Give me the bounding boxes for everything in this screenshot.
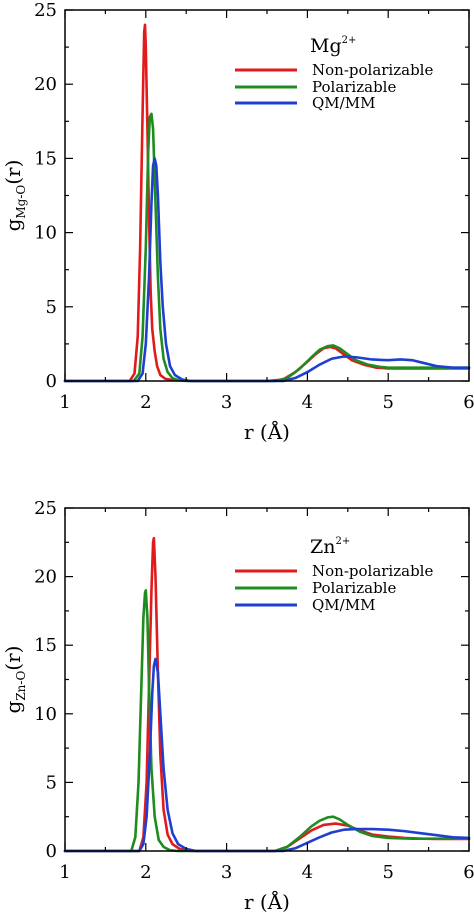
y-tick-label: 0 <box>46 841 57 862</box>
y-axis-title: gZn-O(r) <box>1 646 28 714</box>
legend-entry: Polarizable <box>312 78 396 96</box>
ion-label: Zn2+ <box>310 536 350 558</box>
y-tick-label: 5 <box>46 772 57 793</box>
y-tick-label: 0 <box>46 371 57 392</box>
ion-label-charge: 2+ <box>342 35 357 46</box>
series-line-non-polarizable <box>63 536 471 853</box>
y-tick-label: 20 <box>34 567 57 588</box>
ion-label-base: Mg <box>310 35 342 57</box>
x-tick-label: 1 <box>59 862 70 883</box>
y-axis-title-base: g <box>1 700 25 713</box>
x-tick-label: 4 <box>302 392 313 413</box>
chart-panel-2: 1 2 3 4 5 6 0 5 10 15 20 25 r (Å) gZn-O(r) Zn2+ Non-pol… <box>1 498 474 914</box>
y-axis-title-base: g <box>1 218 25 231</box>
x-tick-label: 5 <box>382 392 393 413</box>
series-line-polarizable <box>63 112 471 383</box>
y-tick-label: 20 <box>34 74 57 95</box>
series-line-qm-mm <box>63 657 471 853</box>
y-tick-label: 10 <box>34 223 57 244</box>
plot-frame <box>64 507 470 852</box>
x-tick-label: 6 <box>463 862 474 883</box>
y-tick-label: 15 <box>34 635 57 656</box>
y-tick-label: 10 <box>34 704 57 725</box>
legend-entry: Non-polarizable <box>312 61 433 79</box>
x-tick-label: 3 <box>221 862 232 883</box>
y-tick-label: 25 <box>34 498 57 519</box>
y-axis-title-subscript: Mg-O <box>14 185 28 219</box>
x-axis-title: r (Å) <box>244 889 290 914</box>
series-line-qm-mm <box>63 157 471 383</box>
y-axis-title-suffix: (r) <box>1 646 25 671</box>
legend-entry: Non-polarizable <box>312 562 433 580</box>
y-axis-title-suffix: (r) <box>1 160 25 185</box>
legend-entry: QM/MM <box>312 94 375 112</box>
x-tick-label: 2 <box>140 862 151 883</box>
ion-label: Mg2+ <box>310 35 356 57</box>
series-line-polarizable <box>63 589 471 853</box>
x-axis-title: r (Å) <box>244 419 290 444</box>
ion-label-charge: 2+ <box>335 536 350 547</box>
x-tick-label: 1 <box>59 392 70 413</box>
legend-entry: Polarizable <box>312 579 396 597</box>
x-tick-label: 6 <box>463 392 474 413</box>
x-tick-label: 4 <box>302 862 313 883</box>
y-tick-label: 25 <box>34 0 57 21</box>
x-tick-label: 3 <box>221 392 232 413</box>
x-tick-label: 2 <box>140 392 151 413</box>
y-tick-label: 15 <box>34 148 57 169</box>
chart-panel-1: 1 2 3 4 5 6 0 5 10 15 20 25 r (Å) gMg-O(r) Mg2+ Non-pol… <box>1 0 474 444</box>
x-tick-label: 5 <box>382 862 393 883</box>
y-tick-label: 5 <box>46 297 57 318</box>
legend-entry: QM/MM <box>312 596 375 614</box>
ion-label-base: Zn <box>310 536 335 558</box>
y-axis-title: gMg-O(r) <box>1 160 28 232</box>
y-axis-title-subscript: Zn-O <box>14 671 28 701</box>
